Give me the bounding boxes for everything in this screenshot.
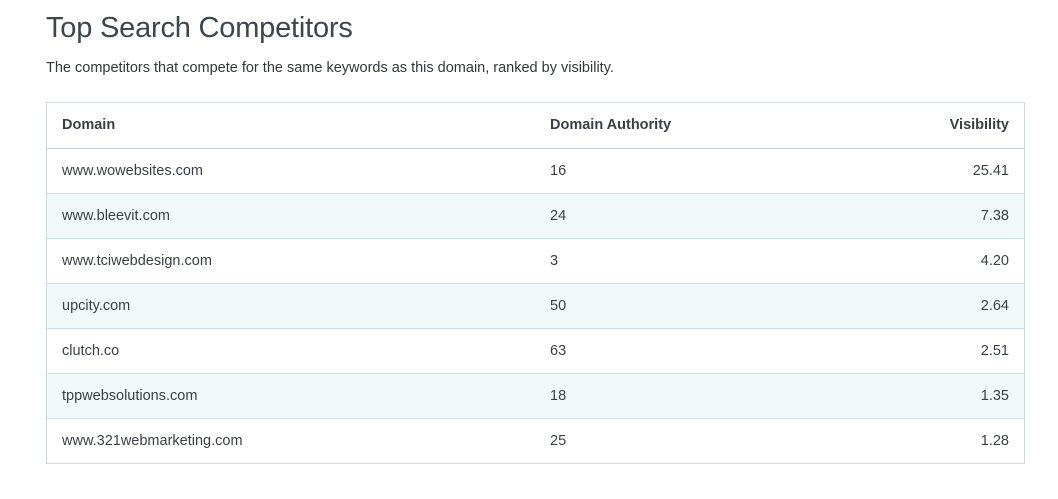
cell-domain-authority: 24 xyxy=(536,192,836,238)
cell-visibility: 2.51 xyxy=(836,327,1024,373)
column-header-domain: Domain xyxy=(47,103,536,149)
cell-domain-authority: 50 xyxy=(536,282,836,328)
cell-domain-authority: 63 xyxy=(536,327,836,373)
table-row: tppwebsolutions.com 18 1.35 xyxy=(47,372,1024,418)
cell-visibility: 2.64 xyxy=(836,282,1024,328)
cell-domain-authority: 3 xyxy=(536,237,836,283)
cell-domain-authority: 25 xyxy=(536,417,836,463)
table-header-row: Domain Domain Authority Visibility xyxy=(47,103,1024,149)
cell-visibility: 4.20 xyxy=(836,237,1024,283)
cell-visibility: 25.41 xyxy=(836,147,1024,193)
cell-domain: upcity.com xyxy=(47,282,536,328)
table-row: www.bleevit.com 24 7.38 xyxy=(47,192,1024,238)
cell-domain: tppwebsolutions.com xyxy=(47,372,536,418)
cell-domain-authority: 16 xyxy=(536,147,836,193)
column-header-visibility: Visibility xyxy=(836,103,1024,149)
cell-domain: www.tciwebdesign.com xyxy=(47,237,536,283)
page-subtitle: The competitors that compete for the sam… xyxy=(46,60,614,76)
cell-domain: www.bleevit.com xyxy=(47,192,536,238)
cell-visibility: 1.28 xyxy=(836,417,1024,463)
table-row: www.tciwebdesign.com 3 4.20 xyxy=(47,237,1024,283)
cell-visibility: 1.35 xyxy=(836,372,1024,418)
table-row: www.wowebsites.com 16 25.41 xyxy=(47,147,1024,193)
cell-domain: clutch.co xyxy=(47,327,536,373)
competitors-table: Domain Domain Authority Visibility www.w… xyxy=(47,103,1024,463)
cell-domain-authority: 18 xyxy=(536,372,836,418)
table-row: clutch.co 63 2.51 xyxy=(47,327,1024,373)
competitors-table-container: Domain Domain Authority Visibility www.w… xyxy=(46,102,1025,464)
cell-visibility: 7.38 xyxy=(836,192,1024,238)
table-row: www.321webmarketing.com 25 1.28 xyxy=(47,417,1024,463)
column-header-domain-authority: Domain Authority xyxy=(536,103,836,149)
cell-domain: www.wowebsites.com xyxy=(47,147,536,193)
competitors-section: Top Search Competitors The competitors t… xyxy=(46,0,1025,464)
page-title: Top Search Competitors xyxy=(46,12,353,44)
table-row: upcity.com 50 2.64 xyxy=(47,282,1024,328)
cell-domain: www.321webmarketing.com xyxy=(47,417,536,463)
